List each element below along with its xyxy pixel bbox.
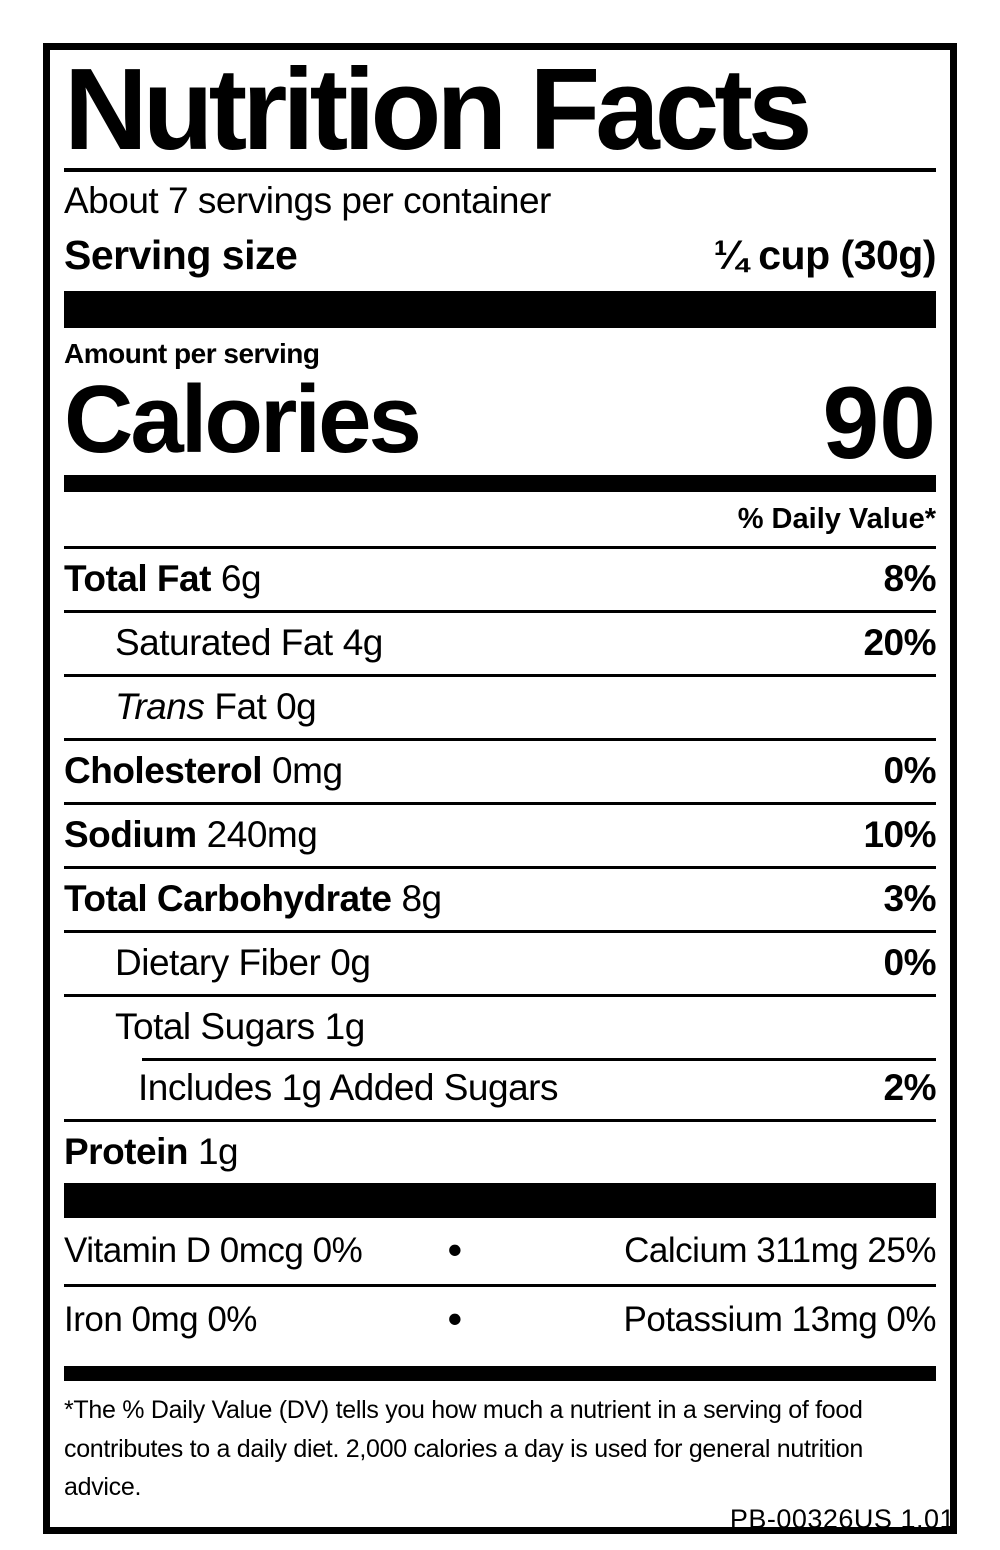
nutrient-daily-value: 0% — [883, 750, 937, 792]
serving-size-row: Serving size ¼ cup (30g) — [64, 232, 937, 279]
bullet-separator: • — [447, 1295, 463, 1343]
nutrient-name: Cholesterol — [64, 750, 263, 792]
micronutrient-row-vitamin-d-calcium: Vitamin D 0mcg 0% • Calcium 311mg 25% — [64, 1218, 936, 1284]
daily-value-footnote: *The % Daily Value (DV) tells you how mu… — [64, 1395, 864, 1502]
micronutrient-row-iron-potassium: Iron 0mg 0% • Potassium 13mg 0% — [64, 1283, 937, 1353]
serving-size-label: Serving size — [64, 232, 298, 279]
amount-per-serving-label: Amount per serving — [64, 338, 320, 370]
nutrient-row-dietary-fiber: Dietary Fiber 0g 0% — [64, 930, 937, 994]
micronutrients-section: Vitamin D 0mcg 0% • Calcium 311mg 25% Ir… — [64, 1218, 937, 1353]
daily-value-header: % Daily Value* — [737, 503, 936, 536]
nutrient-row-protein: Protein 1g — [64, 1118, 936, 1183]
nutrient-name: Trans — [115, 686, 205, 728]
nutrient-name: Total Carbohydrate — [64, 878, 392, 920]
nutrient-amount: 6g — [220, 558, 262, 600]
nutrient-amount: 1g — [197, 1130, 239, 1172]
nutrient-daily-value: 8% — [883, 558, 937, 600]
nutrient-amount: 4g — [342, 622, 384, 664]
nutrient-row-total-carbohydrate: Total Carbohydrate 8g 3% — [64, 866, 937, 930]
nutrient-daily-value: 10% — [863, 814, 936, 856]
label-title: Nutrition Facts — [64, 44, 812, 174]
separator-bar-thick — [64, 1182, 936, 1218]
nutrient-amount: Fat 0g — [214, 686, 317, 728]
product-code: PB-00326US 1.01 — [729, 1504, 955, 1534]
micronutrient-left: Vitamin D 0mcg 0% — [64, 1230, 363, 1270]
nutrient-row-added-sugars: Includes 1g Added Sugars 2% — [64, 1057, 937, 1119]
nutrient-row-total-fat: Total Fat 6g 8% — [64, 546, 937, 610]
nutrient-row-total-sugars: Total Sugars 1g — [64, 993, 936, 1058]
calories-value: 90 — [822, 365, 936, 480]
nutrient-daily-value: 3% — [883, 878, 937, 920]
nutrient-name: Total Sugars — [115, 1005, 315, 1047]
title-rule — [64, 167, 936, 172]
serving-size-value: ¼ cup (30g) — [713, 232, 937, 279]
nutrient-amount: 0g — [330, 942, 371, 984]
nutrient-amount: 1g — [324, 1005, 366, 1047]
nutrient-daily-value: 2% — [883, 1066, 937, 1108]
nutrient-daily-value: 0% — [883, 942, 937, 984]
nutrient-row-trans-fat: Trans Fat 0g — [64, 674, 936, 738]
nutrient-name: Protein — [64, 1130, 188, 1172]
bullet-separator: • — [447, 1226, 463, 1274]
nutrient-name: Includes 1g Added Sugars — [138, 1066, 559, 1108]
nutrient-row-cholesterol: Cholesterol 0mg 0% — [64, 738, 937, 802]
nutrient-name: Total Fat — [64, 558, 211, 600]
separator-bar-medium — [64, 475, 936, 493]
nutrient-name: Sodium — [64, 814, 197, 856]
nutrient-name: Saturated Fat — [115, 622, 333, 664]
nutrient-amount: 0mg — [272, 750, 343, 792]
separator-bar-thick — [64, 291, 936, 329]
servings-per-container: About 7 servings per container — [64, 179, 551, 221]
nutrient-amount: 8g — [401, 878, 442, 920]
micronutrient-right: Potassium 13mg 0% — [623, 1299, 937, 1339]
nutrient-row-saturated-fat: Saturated Fat 4g 20% — [64, 610, 936, 674]
nutrition-facts-label: Nutrition Facts About 7 servings per con… — [43, 43, 957, 1535]
calories-row: Calories 90 — [64, 365, 936, 480]
nutrient-name: Dietary Fiber — [115, 942, 321, 984]
nutrient-amount: 240mg — [206, 814, 318, 856]
calories-label: Calories — [64, 366, 422, 474]
separator-bar-small — [64, 1365, 936, 1381]
nutrient-daily-value: 20% — [863, 622, 936, 664]
micronutrient-right: Calcium 311mg 25% — [624, 1230, 936, 1270]
micronutrient-left: Iron 0mg 0% — [64, 1299, 257, 1339]
nutrient-row-sodium: Sodium 240mg 10% — [64, 802, 936, 866]
